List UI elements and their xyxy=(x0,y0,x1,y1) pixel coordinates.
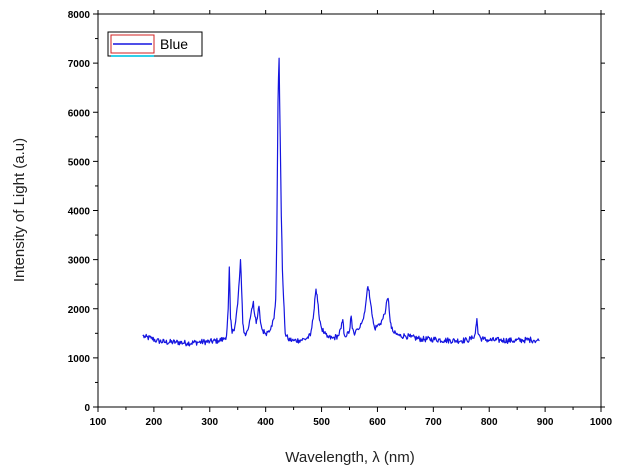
y-tick-label: 6000 xyxy=(68,108,91,119)
x-tick-label: 900 xyxy=(537,417,554,428)
x-tick-label: 800 xyxy=(481,417,498,428)
y-tick-label: 4000 xyxy=(68,207,91,218)
legend: Blue xyxy=(107,31,203,57)
y-tick-label: 8000 xyxy=(68,10,91,21)
x-tick-labels: 100 200 300 400 500 600 700 800 900 1000 xyxy=(90,417,613,428)
y-tick-label: 2000 xyxy=(68,305,91,316)
y-tick-label: 0 xyxy=(84,403,90,414)
y-tick-label: 7000 xyxy=(68,59,91,70)
axis-ticks xyxy=(93,10,605,412)
legend-label-blue: Blue xyxy=(160,36,188,52)
x-tick-label: 100 xyxy=(90,417,107,428)
x-tick-label: 700 xyxy=(425,417,442,428)
plot-frame xyxy=(97,13,602,408)
y-tick-label: 1000 xyxy=(68,354,91,365)
series-line-blue xyxy=(142,57,540,347)
x-tick-label: 300 xyxy=(201,417,218,428)
x-axis-title: Wavelength, λ (nm) xyxy=(285,449,415,466)
x-tick-label: 600 xyxy=(369,417,386,428)
y-tick-label: 3000 xyxy=(68,256,91,267)
legend-swatch-frame xyxy=(110,34,155,54)
x-tick-label: 1000 xyxy=(590,417,613,428)
x-tick-label: 400 xyxy=(257,417,274,428)
y-tick-label: 5000 xyxy=(68,157,91,168)
y-tick-labels: 0 1000 2000 3000 4000 5000 6000 7000 8000 xyxy=(68,10,91,414)
x-tick-label: 200 xyxy=(146,417,163,428)
x-tick-label: 500 xyxy=(313,417,330,428)
series-layer xyxy=(142,57,540,347)
y-axis-title: Intensity of Light (a.u) xyxy=(11,138,28,282)
